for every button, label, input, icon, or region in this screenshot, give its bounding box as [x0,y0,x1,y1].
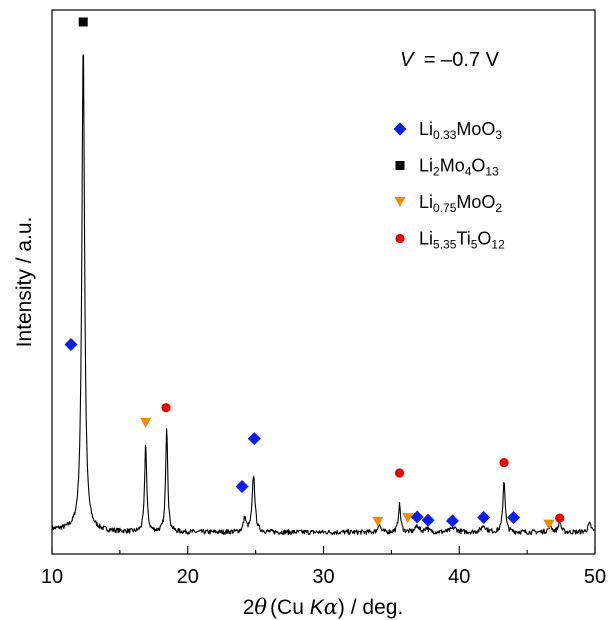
legend-marker-square [395,161,405,170]
x-tick-label: 50 [584,566,606,588]
voltage-annotation: V = –0.7 V [400,49,500,71]
peak-marker-triangle-down [543,519,555,530]
peak-marker-diamond [410,510,424,524]
x-tick-label: 40 [448,566,470,588]
legend-label: Li0.75MoO2 [419,192,502,215]
peak-marker-diamond [64,338,78,352]
xrd-pattern-line [51,54,596,536]
legend-marker-triangle-down [394,197,406,207]
peak-marker-triangle-down [372,516,384,527]
legend-label: Li0.33MoO3 [419,119,502,142]
x-label-k: K [310,596,325,619]
legend-marker-diamond [393,122,407,136]
peak-marker-diamond [247,432,261,446]
peak-marker-diamond [507,511,521,525]
peak-marker-circle [161,403,171,413]
x-tick-label: 20 [177,566,199,588]
y-axis-label: Intensity / a.u. [13,217,36,348]
peak-marker-diamond [235,480,249,494]
peak-markers [64,17,565,530]
peak-marker-circle [499,458,509,468]
plot-frame [51,9,596,555]
peak-marker-triangle-down [140,417,152,428]
x-label-paren: (Cu [270,596,310,619]
x-label-theta: θ [254,595,267,619]
voltage-value: = –0.7 V [424,49,500,71]
peak-marker-diamond [421,513,435,527]
x-tick-label: 30 [312,566,334,588]
x-label-prefix: 2 [243,596,255,619]
x-axis-label: 2θ (Cu Kα) / deg. [243,595,404,619]
peak-marker-square [78,17,88,27]
peak-marker-diamond [477,511,491,525]
x-tick-label: 10 [41,566,63,588]
voltage-symbol: V [400,49,415,71]
x-label-alpha: α [324,595,338,619]
x-label-suffix: ) / deg. [338,596,403,619]
legend-marker-circle [395,233,405,244]
peak-marker-circle [394,468,405,478]
x-axis-tick-labels: 10 20 30 40 50 [41,566,606,588]
peak-marker-diamond [445,514,459,528]
x-axis-ticks [51,546,596,554]
peak-marker-triangle-down [402,513,414,524]
legend: Li0.33MoO3 Li2Mo4O13 Li0.75MoO2 Li5.35Ti5O1… [393,119,505,252]
peak-marker-circle [555,513,565,523]
legend-label: Li2Mo4O13 [419,156,499,179]
legend-label: Li5.35Ti5O12 [419,229,505,252]
